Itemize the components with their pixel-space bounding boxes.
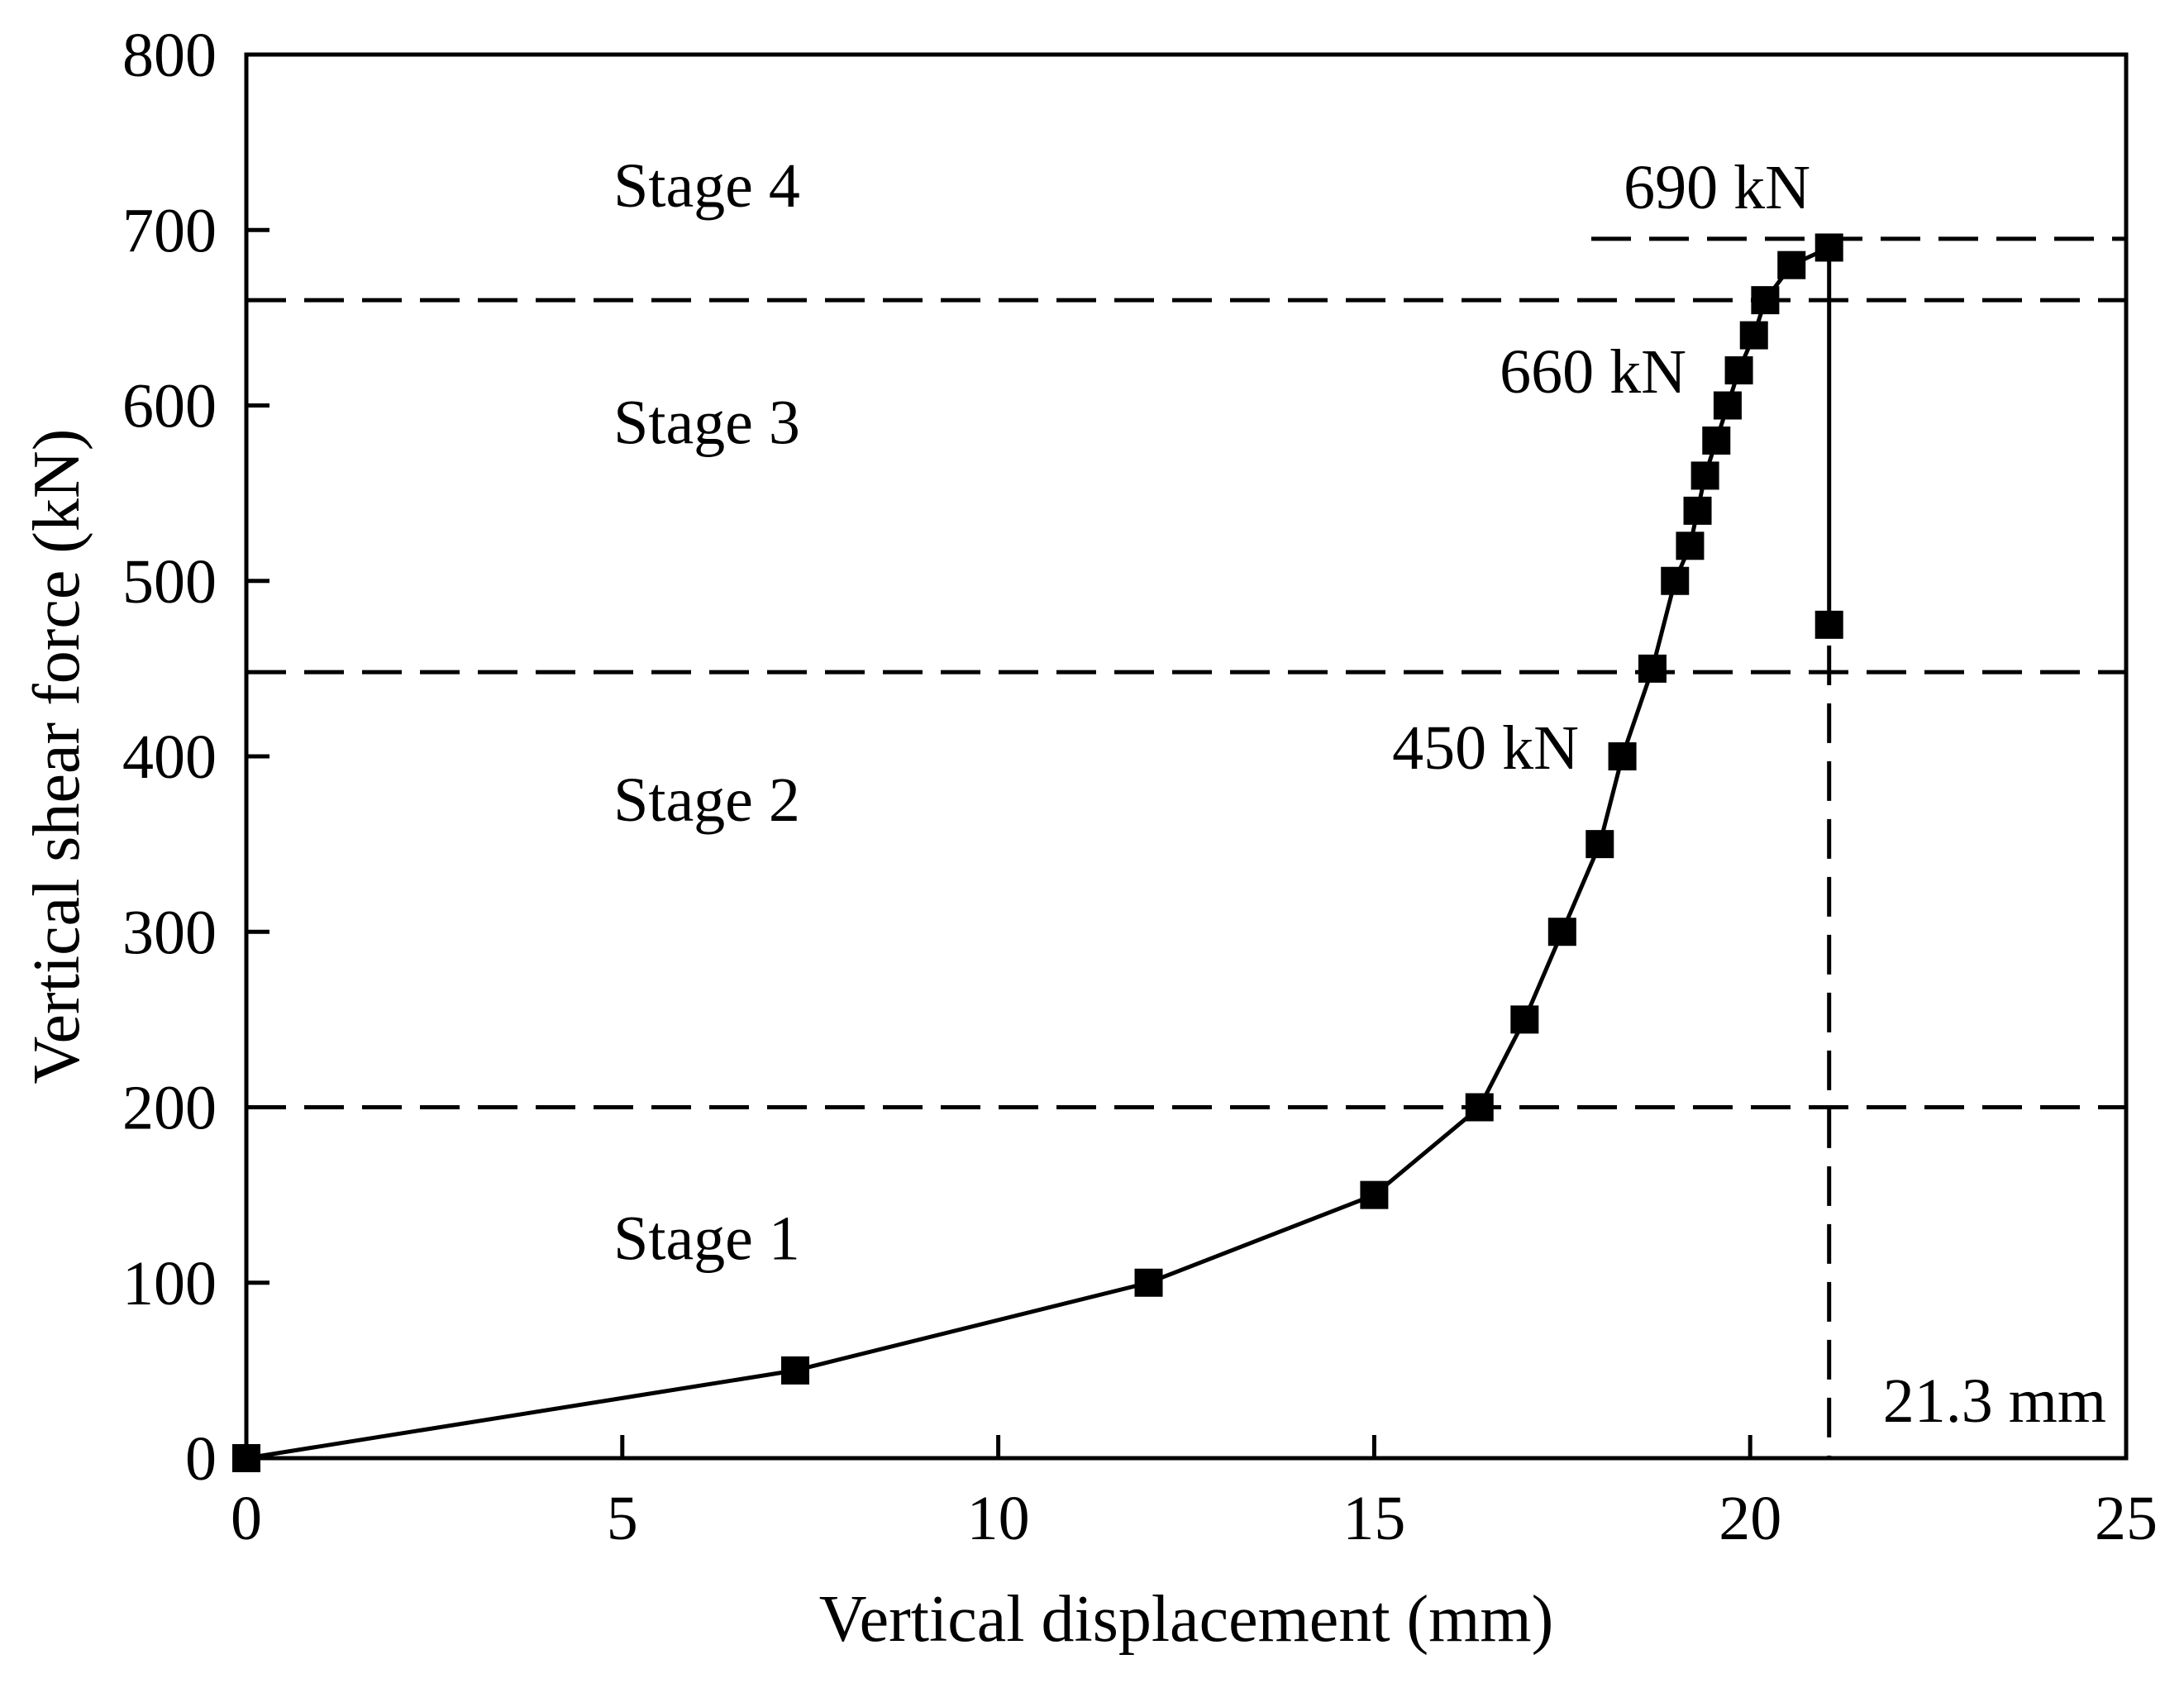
plot-frame <box>244 52 2129 1461</box>
x-tick-label: 25 <box>2095 1484 2158 1553</box>
stage-label: Stage 3 <box>613 389 800 458</box>
data-point <box>1586 830 1614 859</box>
y-tick-label: 400 <box>122 722 217 792</box>
data-point <box>1724 356 1753 385</box>
data-point <box>1465 1093 1494 1122</box>
data-point <box>1676 532 1705 560</box>
data-point <box>1608 742 1637 770</box>
data-point <box>1690 461 1719 490</box>
data-point <box>1683 496 1712 525</box>
data-point <box>1510 1005 1539 1034</box>
x-tick-label: 5 <box>607 1484 638 1553</box>
x-axis-ticks: 0 5 10 15 20 25 <box>231 1435 2158 1553</box>
data-point <box>1777 250 1806 279</box>
data-point <box>1739 321 1768 350</box>
y-tick-label: 100 <box>122 1249 217 1318</box>
x-tick-label: 20 <box>1719 1484 1781 1553</box>
threshold-label: 450 kN <box>1392 713 1579 783</box>
data-point <box>1702 426 1731 455</box>
stage-label: Stage 2 <box>613 765 800 835</box>
data-point <box>1360 1180 1389 1209</box>
drop-data-point <box>1814 610 1843 639</box>
y-tick-label: 0 <box>185 1424 217 1494</box>
data-point <box>1134 1268 1163 1297</box>
y-tick-label: 300 <box>122 898 217 967</box>
threshold-label: 690 kN <box>1624 153 1810 222</box>
y-tick-label: 200 <box>122 1074 217 1143</box>
data-point <box>232 1444 260 1472</box>
y-tick-label: 700 <box>122 196 217 265</box>
x-tick-label: 0 <box>231 1484 262 1553</box>
y-axis-ticks: 0 100 200 300 400 500 600 700 800 <box>122 21 269 1494</box>
y-tick-label: 800 <box>122 21 217 90</box>
x-tick-label: 15 <box>1342 1484 1405 1553</box>
data-series <box>232 233 1843 1472</box>
y-axis-label: Vertical shear force (kN) <box>21 429 93 1085</box>
data-point <box>1751 286 1780 315</box>
stage-label: Stage 1 <box>613 1204 800 1274</box>
y-tick-label: 500 <box>122 547 217 617</box>
threshold-lines <box>246 236 2126 1458</box>
vertical-marker-label: 21.3 mm <box>1883 1366 2106 1436</box>
stage-label: Stage 4 <box>613 151 800 221</box>
threshold-label: 660 kN <box>1500 337 1686 407</box>
annotations: Stage 1 Stage 2 Stage 3 Stage 4 450 kN 660 kN… <box>613 151 2106 1436</box>
y-tick-label: 600 <box>122 372 217 441</box>
data-point <box>1661 566 1690 595</box>
x-tick-label: 10 <box>967 1484 1030 1553</box>
data-point <box>1638 654 1667 683</box>
data-point <box>781 1356 810 1385</box>
data-point <box>1713 391 1742 420</box>
data-point <box>1814 233 1843 262</box>
x-axis-label: Vertical displacement (mm) <box>819 1583 1554 1656</box>
data-point <box>1547 918 1576 946</box>
